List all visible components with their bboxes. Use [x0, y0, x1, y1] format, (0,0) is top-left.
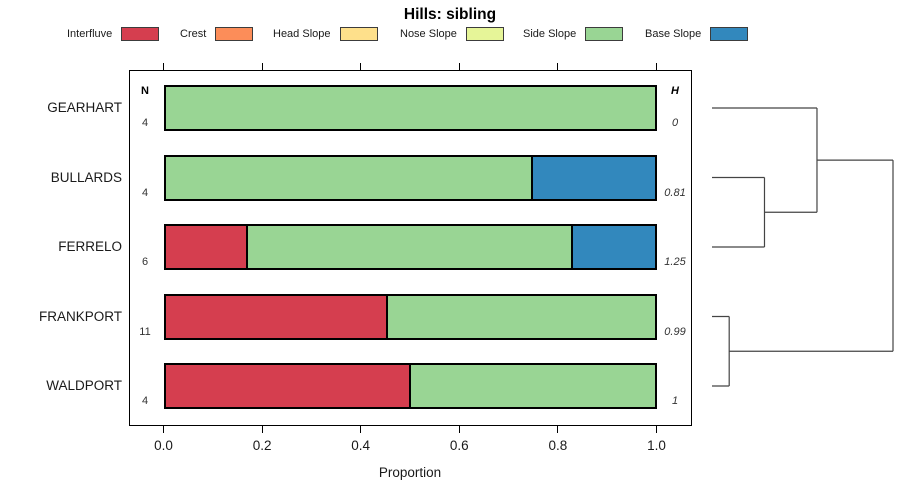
row-label-waldport: WALDPORT: [46, 378, 122, 393]
legend-item-label: Side Slope: [523, 28, 577, 40]
bar-segment: [532, 156, 655, 199]
n-value: 6: [141, 256, 149, 268]
bar-row-bullards: [163, 154, 657, 201]
x-axis-tick: [656, 426, 657, 433]
legend-item-base-slope: Base Slope: [645, 26, 749, 42]
legend-item-label: Head Slope: [273, 28, 331, 40]
legend-item-nose-slope: Nose Slope: [400, 26, 504, 42]
legend-item-interfluve: Interfluve: [67, 26, 160, 42]
legend-color-swatch: [121, 27, 160, 41]
n-value: 4: [141, 117, 149, 129]
h-column-header: H: [671, 85, 679, 97]
x-axis-tick-label: 1.0: [647, 438, 666, 453]
legend-color-swatch: [710, 27, 749, 41]
legend-color-swatch: [215, 27, 254, 41]
bar-row-waldport: [163, 363, 657, 409]
x-axis-tick-label: 0.2: [252, 438, 272, 453]
bar-row-frankport: [163, 293, 657, 340]
legend-item-crest: Crest: [180, 26, 254, 42]
h-value: 1.25: [664, 256, 686, 268]
n-value: 4: [141, 395, 149, 407]
legend-item-label: Interfluve: [67, 28, 113, 40]
n-value: 4: [141, 186, 149, 199]
x-axis-tick-label: 0.0: [154, 438, 173, 453]
bar-segment: [247, 226, 573, 268]
legend-item-head-slope: Head Slope: [273, 26, 378, 42]
legend-color-swatch: [465, 27, 504, 41]
x-axis-tick-top: [261, 63, 263, 70]
h-value: 0.81: [664, 186, 686, 199]
x-axis-tick-top: [163, 63, 164, 70]
bar-row-ferrelo: [163, 224, 657, 270]
bar-segment: [165, 87, 655, 129]
x-axis-tick-top: [360, 63, 362, 70]
legend-item-label: Crest: [180, 28, 207, 40]
row-label-bullards: BULLARDS: [50, 169, 122, 185]
row-label-ferrelo: FERRELO: [58, 239, 122, 254]
x-axis-tick: [261, 426, 263, 433]
bar-segment: [165, 156, 533, 199]
bar-segment: [165, 365, 411, 407]
bar-segment: [165, 226, 248, 268]
x-axis-tick: [360, 426, 362, 433]
bar-segment: [387, 295, 655, 338]
legend-item-side-slope: Side Slope: [523, 26, 624, 42]
bar-segment: [165, 295, 388, 338]
x-axis-tick-label: 0.6: [449, 438, 469, 453]
bar-segment: [572, 226, 655, 268]
x-axis-title: Proportion: [378, 465, 442, 480]
x-axis-tick-label: 0.4: [351, 438, 371, 453]
chart-title: Hills: sibling: [403, 6, 497, 23]
x-axis-tick-top: [557, 63, 559, 70]
bar-segment: [410, 365, 655, 407]
h-value: 1: [671, 395, 679, 407]
row-label-frankport: FRANKPORT: [38, 308, 122, 324]
x-axis-tick-top: [656, 63, 657, 70]
x-axis-tick: [163, 426, 164, 433]
h-value: 0: [671, 117, 679, 129]
x-axis-tick-top: [458, 63, 460, 70]
legend-color-swatch: [339, 27, 378, 41]
x-axis-tick: [458, 426, 460, 433]
n-value: 11: [139, 325, 151, 338]
h-value: 0.99: [664, 325, 686, 338]
x-axis-tick-label: 0.8: [548, 438, 568, 453]
legend-item-label: Nose Slope: [400, 28, 457, 40]
x-axis-tick: [557, 426, 559, 433]
legend-item-label: Base Slope: [645, 28, 702, 40]
n-column-header: N: [141, 85, 149, 97]
bar-row-gearhart: [163, 85, 657, 131]
row-label-gearhart: GEARHART: [47, 100, 122, 115]
legend-color-swatch: [585, 27, 624, 41]
